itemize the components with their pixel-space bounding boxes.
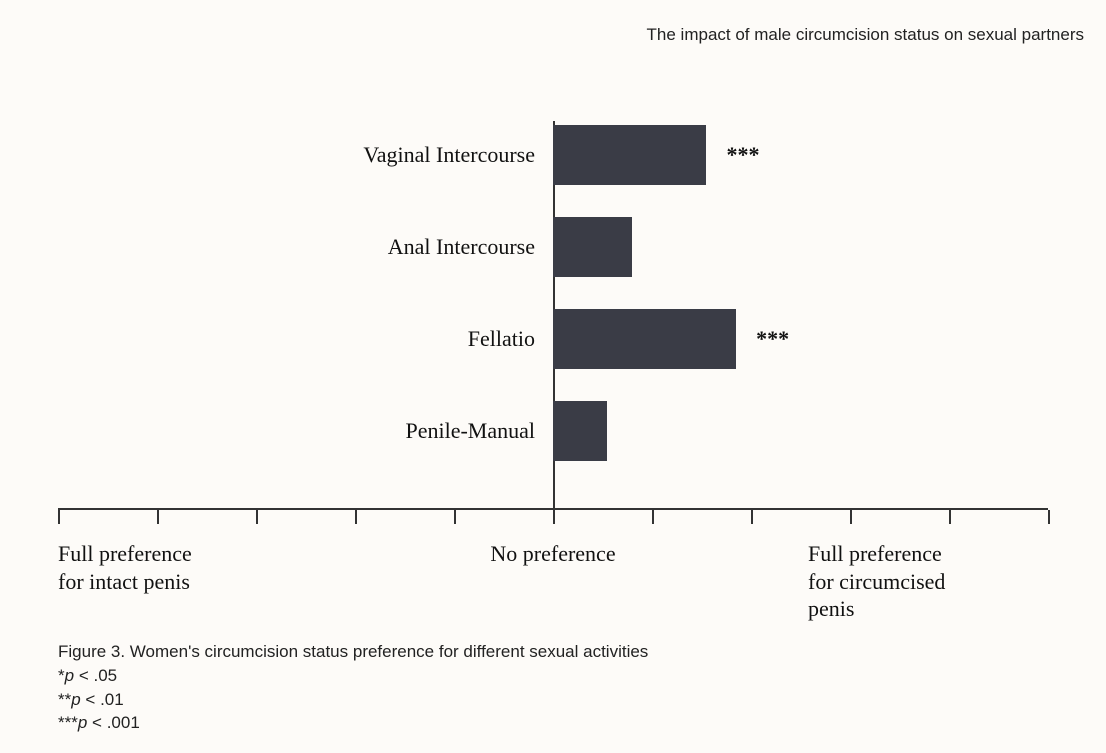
- axis-tick: [58, 510, 60, 524]
- p-stars: ***: [58, 713, 78, 732]
- chart-row: Vaginal Intercourse ***: [58, 125, 1048, 185]
- axis-label-right: Full preferencefor circumcisedpenis: [808, 540, 1048, 623]
- chart-row: Penile-Manual: [58, 401, 1048, 461]
- chart-row: Anal Intercourse: [58, 217, 1048, 277]
- chart-bar: [553, 217, 632, 277]
- p-stars: *: [58, 666, 65, 685]
- axis-label-center: No preference: [490, 540, 615, 568]
- caption-p-line: **p < .01: [58, 688, 648, 712]
- chart-bar: [553, 309, 736, 369]
- chart-category-label: Anal Intercourse: [58, 217, 553, 277]
- p-text: p < .01: [71, 690, 123, 709]
- chart-significance-marker: ***: [706, 125, 759, 185]
- p-stars: **: [58, 690, 71, 709]
- chart-bar: [553, 125, 706, 185]
- axis-tick: [850, 510, 852, 524]
- axis-tick: [553, 510, 555, 524]
- p-text: p < .001: [78, 713, 140, 732]
- chart-row: Fellatio ***: [58, 309, 1048, 369]
- caption-p-line: ***p < .001: [58, 711, 648, 735]
- chart-category-label: Vaginal Intercourse: [58, 125, 553, 185]
- figure-caption: Figure 3. Women's circumcision status pr…: [58, 640, 648, 735]
- caption-title: Figure 3. Women's circumcision status pr…: [58, 640, 648, 664]
- axis-tick: [355, 510, 357, 524]
- page-header: The impact of male circumcision status o…: [647, 25, 1084, 45]
- chart-category-label: Fellatio: [58, 309, 553, 369]
- chart-plot-area: Vaginal Intercourse *** Anal Intercourse Fe…: [58, 100, 1048, 510]
- axis-tick: [256, 510, 258, 524]
- axis-tick: [454, 510, 456, 524]
- chart-bar: [553, 401, 607, 461]
- chart-container: Vaginal Intercourse *** Anal Intercourse Fe…: [58, 100, 1048, 510]
- axis-tick: [652, 510, 654, 524]
- axis-tick: [751, 510, 753, 524]
- axis-tick: [157, 510, 159, 524]
- chart-category-label: Penile-Manual: [58, 401, 553, 461]
- axis-tick: [1048, 510, 1050, 524]
- caption-p-line: *p < .05: [58, 664, 648, 688]
- chart-x-axis: [58, 508, 1048, 510]
- chart-significance-marker: ***: [736, 309, 789, 369]
- p-text: p < .05: [65, 666, 117, 685]
- axis-label-left: Full preferencefor intact penis: [58, 540, 298, 595]
- axis-tick: [949, 510, 951, 524]
